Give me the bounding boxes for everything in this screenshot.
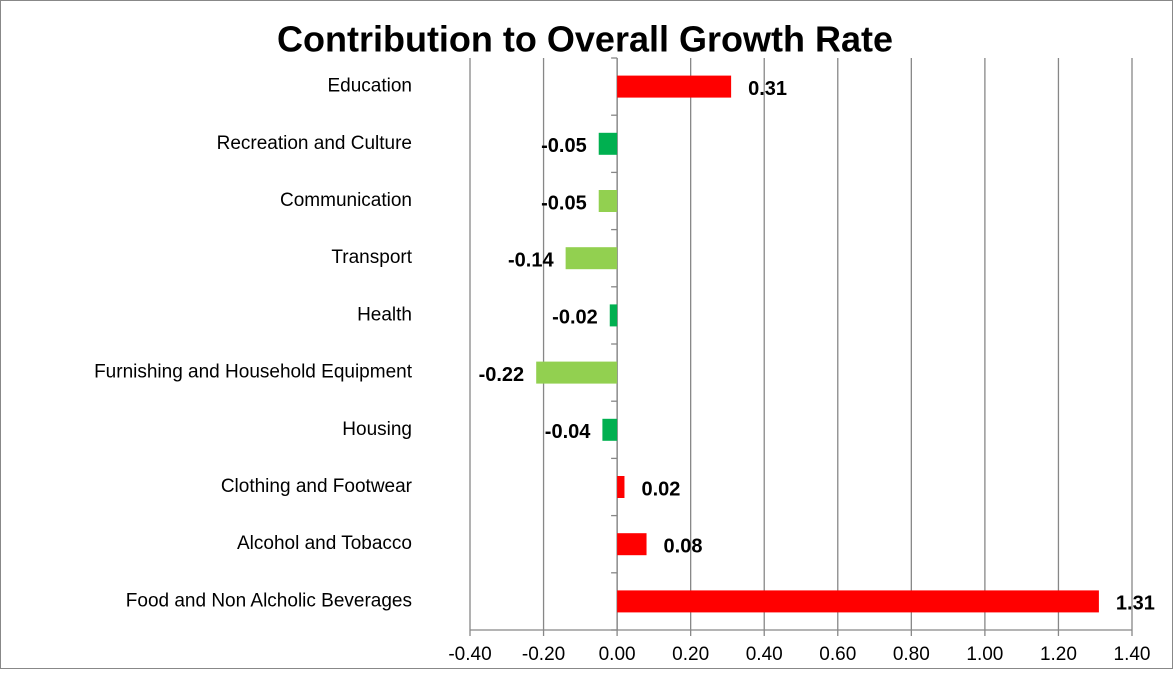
bar	[565, 247, 618, 270]
y-tick-label: Transport	[331, 247, 412, 268]
bar	[617, 75, 732, 98]
data-label: -0.05	[541, 192, 587, 214]
bars	[536, 75, 1099, 613]
x-tick-label: 1.40	[1114, 644, 1151, 665]
y-tick-label: Education	[327, 76, 412, 97]
data-label: -0.22	[479, 364, 525, 386]
data-label: -0.14	[508, 249, 554, 271]
data-label: 0.08	[664, 535, 703, 557]
y-tick-label: Clothing and Footwear	[221, 476, 413, 497]
x-tick-label: 1.00	[966, 644, 1003, 665]
bar	[598, 132, 618, 155]
data-label: -0.04	[545, 421, 591, 443]
chart-title: Contribution to Overall Growth Rate	[277, 19, 893, 60]
bar	[602, 418, 618, 441]
bar	[617, 533, 647, 556]
bar	[536, 361, 618, 384]
data-label: 1.31	[1116, 593, 1155, 615]
data-label: 0.02	[641, 478, 680, 500]
y-tick-label: Health	[357, 304, 412, 325]
y-tick-label: Furnishing and Household Equipment	[94, 362, 413, 383]
data-label: 0.31	[748, 78, 787, 100]
data-label: -0.02	[552, 307, 598, 329]
x-tick-label: -0.40	[448, 644, 491, 665]
x-tick-label: 0.60	[819, 644, 856, 665]
y-tick-label: Housing	[342, 419, 412, 440]
x-tick-label: 1.20	[1040, 644, 1077, 665]
x-tick-label: 0.40	[746, 644, 783, 665]
x-tick-label: -0.20	[522, 644, 565, 665]
x-tick-label: 0.80	[893, 644, 930, 665]
y-tick-label: Alcohol and Tobacco	[237, 533, 412, 554]
bar	[617, 476, 625, 498]
bar	[598, 190, 618, 212]
x-tick-label: 0.00	[599, 644, 636, 665]
bar	[609, 304, 618, 327]
x-tick-label: 0.20	[672, 644, 709, 665]
y-tick-label: Food and Non Alcholic Beverages	[126, 590, 412, 611]
data-label: -0.05	[541, 135, 587, 157]
y-tick-label: Recreation and Culture	[217, 133, 412, 154]
y-tick-label: Communication	[280, 190, 412, 211]
bar	[617, 590, 1099, 613]
